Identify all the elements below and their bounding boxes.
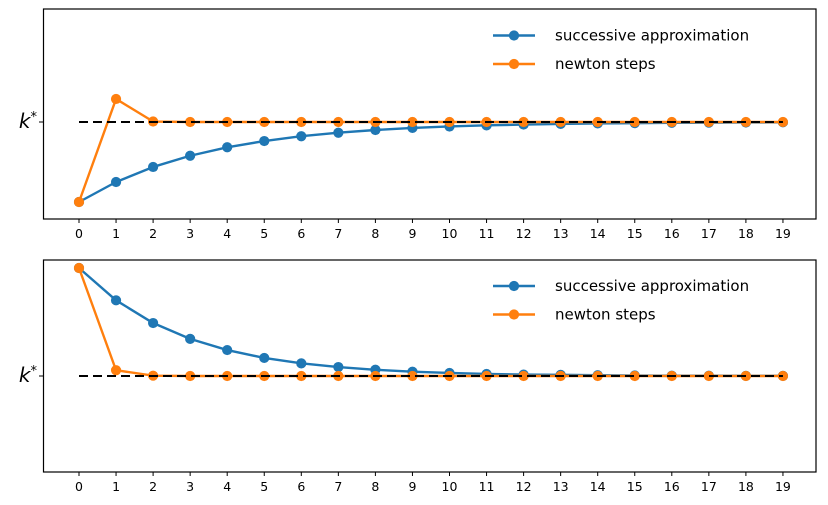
x-tick-label: 15 bbox=[627, 226, 643, 241]
data-point bbox=[185, 116, 196, 128]
x-tick-label: 3 bbox=[186, 479, 194, 494]
x-tick-label: 0 bbox=[75, 479, 83, 494]
x-tick-label: 16 bbox=[664, 479, 680, 494]
x-tick-label: 18 bbox=[738, 226, 754, 241]
x-tick-label: 6 bbox=[297, 226, 305, 241]
kstar-axis-label: k* bbox=[19, 363, 38, 387]
legend-marker bbox=[508, 58, 520, 70]
x-tick-label: 4 bbox=[223, 226, 231, 241]
data-point bbox=[296, 131, 307, 142]
series-line-blue bbox=[77, 121, 785, 204]
x-tick-label: 10 bbox=[442, 479, 458, 494]
x-tick-label: 15 bbox=[627, 479, 643, 494]
legend-marker bbox=[508, 30, 520, 41]
x-tick-label: 19 bbox=[775, 479, 791, 494]
legend-marker bbox=[508, 280, 520, 292]
data-point bbox=[629, 116, 640, 128]
x-tick-label: 8 bbox=[371, 226, 379, 241]
data-point bbox=[259, 352, 270, 364]
data-point bbox=[296, 358, 307, 369]
x-tick-label: 14 bbox=[590, 479, 606, 494]
data-point bbox=[370, 124, 381, 136]
data-point bbox=[110, 365, 122, 376]
x-tick-label: 5 bbox=[260, 479, 268, 494]
legend-marker bbox=[508, 309, 520, 320]
data-point bbox=[777, 370, 789, 382]
x-tick-label: 5 bbox=[260, 226, 268, 241]
data-point bbox=[148, 317, 159, 329]
kstar-base: k bbox=[19, 363, 32, 387]
data-point bbox=[518, 370, 529, 382]
data-point bbox=[333, 127, 344, 138]
legend-label: newton steps bbox=[555, 306, 656, 324]
data-point bbox=[110, 176, 122, 188]
data-point bbox=[73, 262, 85, 274]
x-tick-label: 10 bbox=[442, 226, 458, 241]
x-tick-label: 9 bbox=[408, 226, 416, 241]
x-tick-label: 2 bbox=[149, 479, 157, 494]
data-point bbox=[703, 116, 714, 128]
x-tick-label: 18 bbox=[738, 479, 754, 494]
data-point bbox=[73, 196, 85, 208]
x-tick-label: 4 bbox=[223, 479, 231, 494]
x-tick-label: 8 bbox=[371, 479, 379, 494]
data-point bbox=[185, 370, 196, 382]
data-point bbox=[296, 116, 307, 128]
legend-label: successive approximation bbox=[555, 27, 749, 45]
x-tick-label: 7 bbox=[334, 479, 342, 494]
x-tick-label: 16 bbox=[664, 226, 680, 241]
x-tick-label: 2 bbox=[149, 226, 157, 241]
x-tick-label: 13 bbox=[553, 479, 569, 494]
x-tick-label: 1 bbox=[112, 479, 120, 494]
x-tick-label: 3 bbox=[186, 226, 194, 241]
x-tick-label: 19 bbox=[775, 226, 791, 241]
x-tick-label: 12 bbox=[516, 226, 532, 241]
x-tick-label: 13 bbox=[553, 226, 569, 241]
data-point bbox=[259, 135, 270, 147]
legend-label: successive approximation bbox=[555, 277, 749, 295]
data-point bbox=[148, 161, 159, 173]
plot-frame bbox=[42, 8, 817, 220]
x-tick-label: 0 bbox=[75, 226, 83, 241]
data-point bbox=[777, 116, 789, 128]
data-point bbox=[110, 93, 122, 105]
x-tick-label: 17 bbox=[701, 226, 717, 241]
x-tick-label: 17 bbox=[701, 479, 717, 494]
data-point bbox=[185, 150, 196, 161]
data-point bbox=[703, 370, 714, 382]
x-tick-label: 7 bbox=[334, 226, 342, 241]
data-point bbox=[222, 142, 233, 153]
kstar-superscript: * bbox=[31, 364, 38, 379]
legend-label: newton steps bbox=[555, 55, 656, 73]
kstar-base: k bbox=[19, 109, 32, 133]
top-chart: 0 1 2 3 4 5 6 7 8 9 10 11 12 13 14 15 16 17 18 19k*successi… bbox=[19, 8, 817, 241]
data-point bbox=[296, 370, 307, 382]
data-point bbox=[185, 333, 196, 344]
data-point bbox=[333, 361, 344, 373]
data-point bbox=[222, 344, 233, 356]
plot-frame bbox=[42, 259, 817, 473]
bottom-chart: 0 1 2 3 4 5 6 7 8 9 10 11 12 13 14 15 16 17 18 19k*successi… bbox=[19, 259, 817, 494]
x-tick-label: 11 bbox=[479, 226, 495, 241]
data-point bbox=[407, 116, 418, 128]
x-tick-label: 9 bbox=[408, 479, 416, 494]
x-tick-label: 6 bbox=[297, 479, 305, 494]
x-tick-label: 12 bbox=[516, 479, 532, 494]
data-point bbox=[518, 116, 529, 128]
series-line-orange bbox=[77, 97, 785, 204]
x-tick-label: 1 bbox=[112, 226, 120, 241]
data-point bbox=[407, 370, 418, 382]
kstar-axis-label: k* bbox=[19, 109, 38, 133]
x-tick-label: 11 bbox=[479, 479, 495, 494]
x-tick-label: 14 bbox=[590, 226, 606, 241]
data-point bbox=[629, 370, 640, 382]
kstar-superscript: * bbox=[31, 110, 38, 125]
data-point bbox=[110, 295, 122, 306]
